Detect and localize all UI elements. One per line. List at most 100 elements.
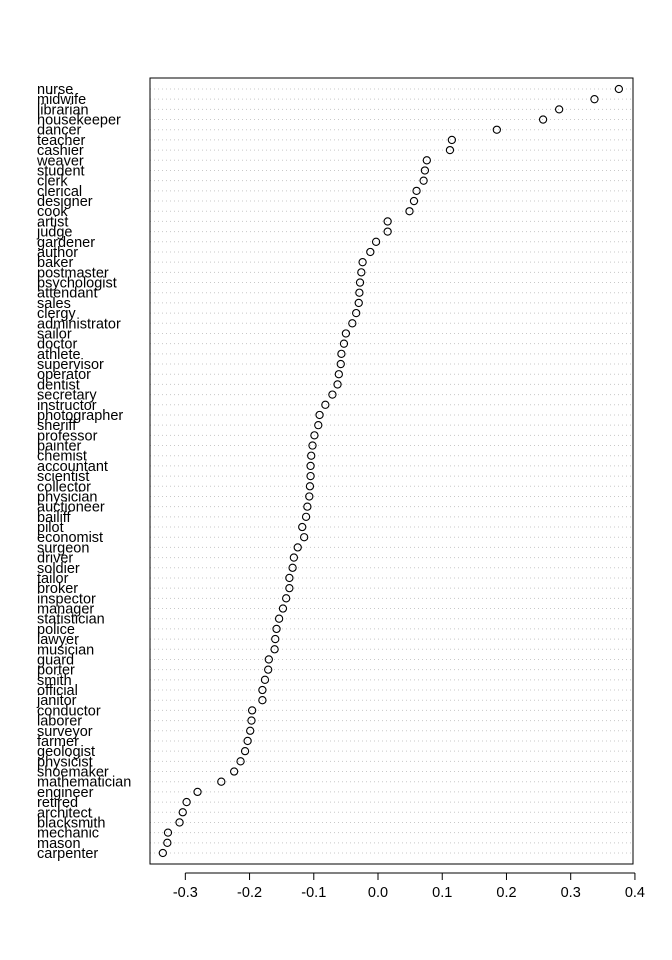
data-point	[247, 716, 256, 725]
data-point	[240, 746, 250, 756]
category-label: clerical	[37, 184, 82, 200]
data-point	[590, 95, 599, 104]
category-label: clergy	[37, 306, 76, 322]
data-point	[163, 828, 173, 837]
category-label: architect	[37, 805, 92, 821]
data-point	[285, 573, 294, 583]
data-point	[334, 370, 343, 379]
category-label: author	[37, 245, 78, 261]
category-label: soldier	[37, 561, 80, 577]
category-label: housekeeper	[37, 113, 121, 129]
data-point	[492, 125, 501, 134]
category-label: carpenter	[37, 846, 98, 862]
category-label: conductor	[37, 703, 101, 719]
data-point	[270, 645, 279, 654]
category-label: retired	[37, 795, 78, 811]
data-point	[315, 410, 324, 420]
category-label: student	[37, 163, 85, 179]
data-point	[307, 451, 316, 460]
category-label: teacher	[37, 133, 86, 149]
data-point	[285, 583, 294, 593]
category-label: physician	[37, 489, 97, 505]
data-point	[328, 390, 337, 399]
data-point	[422, 156, 431, 165]
x-tick-label: 0.4	[625, 885, 645, 901]
data-point	[321, 400, 330, 409]
data-point	[412, 186, 421, 196]
category-label: guard	[37, 652, 74, 668]
category-label: artist	[37, 214, 68, 230]
data-point	[405, 207, 414, 216]
data-point	[354, 298, 363, 308]
data-point	[293, 543, 302, 552]
data-point	[305, 482, 315, 491]
data-point	[163, 838, 172, 847]
category-label: engineer	[37, 785, 94, 801]
data-point	[178, 808, 187, 817]
category-label: lawyer	[37, 632, 79, 648]
x-axis: -0.3 -0.2 -0.1 0.0 0.1 0.2 0.3 0.4	[173, 872, 645, 901]
data-point	[306, 461, 315, 471]
category-label: designer	[37, 194, 93, 210]
data-point	[339, 339, 349, 348]
data-point	[246, 726, 255, 735]
category-label: secretary	[37, 388, 97, 404]
x-tick-label: -0.2	[237, 885, 262, 901]
data-point	[538, 115, 548, 124]
category-label: judge	[36, 225, 72, 241]
category-label: surgeon	[37, 540, 89, 556]
data-point	[348, 319, 357, 328]
data-point	[409, 196, 419, 206]
category-label: tailor	[37, 571, 69, 587]
category-label: driver	[37, 551, 73, 567]
category-label: mason	[37, 836, 81, 852]
data-point	[383, 227, 392, 236]
x-tick-label: -0.1	[301, 885, 326, 901]
category-label: gardener	[37, 235, 95, 251]
category-label: statistician	[37, 612, 105, 628]
data-point	[336, 359, 345, 369]
grid-lines	[150, 88, 633, 854]
category-label: librarian	[37, 102, 89, 118]
data-point	[301, 512, 311, 521]
category-label: baker	[37, 255, 73, 271]
data-point	[445, 145, 455, 155]
data-point	[371, 237, 381, 246]
category-label: administrator	[37, 316, 121, 332]
data-points	[158, 84, 624, 858]
data-point	[298, 522, 307, 532]
category-label: laborer	[37, 714, 82, 730]
data-point	[299, 533, 309, 542]
category-label: auctioneer	[37, 500, 105, 516]
data-point	[260, 675, 270, 684]
data-point	[357, 268, 366, 277]
category-label: cook	[37, 204, 68, 220]
x-tick-label: -0.3	[173, 885, 198, 901]
category-label: police	[37, 622, 75, 638]
category-label: economist	[37, 530, 103, 546]
data-point	[358, 258, 367, 267]
data-point	[247, 706, 257, 715]
category-label: manager	[37, 602, 94, 618]
data-point	[383, 217, 392, 226]
category-label: mechanic	[37, 826, 99, 842]
category-label: professor	[37, 428, 98, 444]
category-label: broker	[37, 581, 78, 597]
data-point	[258, 685, 267, 695]
data-point	[303, 502, 312, 511]
data-point	[289, 553, 299, 562]
category-label: sailor	[37, 326, 72, 342]
category-label: musician	[37, 642, 94, 658]
category-label: sales	[37, 296, 71, 312]
data-point	[447, 135, 457, 145]
data-point	[355, 278, 365, 287]
category-label: pilot	[37, 520, 64, 536]
category-label: operator	[37, 367, 91, 383]
data-point	[278, 604, 288, 613]
category-label: inspector	[37, 591, 96, 607]
data-point	[158, 848, 167, 858]
x-tick-label: 0.0	[368, 885, 388, 901]
category-label: shoemaker	[37, 765, 109, 781]
data-point	[305, 492, 314, 501]
